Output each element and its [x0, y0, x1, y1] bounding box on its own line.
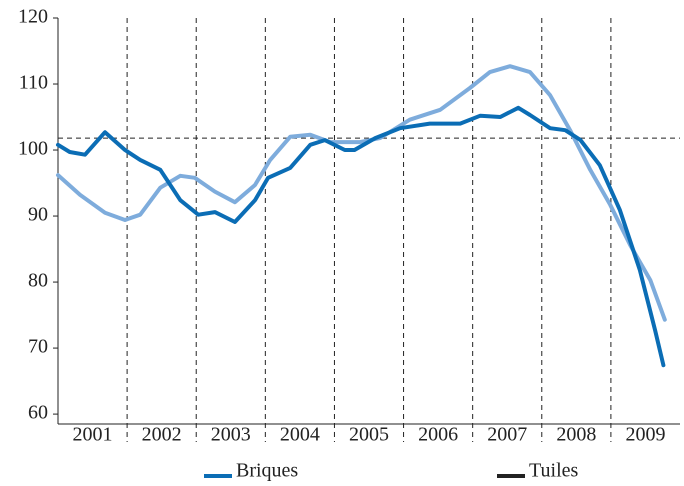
y-tick-label: 120: [18, 6, 48, 28]
x-tick-label: 2006: [418, 424, 458, 446]
x-tick-label: 2004: [280, 424, 320, 446]
x-tick-label: 2002: [142, 424, 182, 446]
series-line: [56, 64, 667, 322]
y-tick-label: 80: [28, 270, 48, 292]
x-tick-label: 2009: [625, 424, 665, 446]
x-tick-label: 2008: [556, 424, 596, 446]
x-tick-label: 2005: [349, 424, 389, 446]
y-tick-label: 110: [19, 72, 48, 94]
y-tick-label: 100: [18, 138, 48, 160]
legend-label: Briques: [236, 460, 298, 482]
x-tick-label: 2007: [487, 424, 527, 446]
series-line: [56, 105, 666, 368]
x-tick-label: 2001: [73, 424, 113, 446]
y-tick-label: 70: [28, 336, 48, 358]
y-tick-label: 60: [28, 402, 48, 424]
y-tick-label: 90: [28, 204, 48, 226]
legend-label: Tuiles: [529, 460, 579, 482]
x-tick-label: 2003: [211, 424, 251, 446]
